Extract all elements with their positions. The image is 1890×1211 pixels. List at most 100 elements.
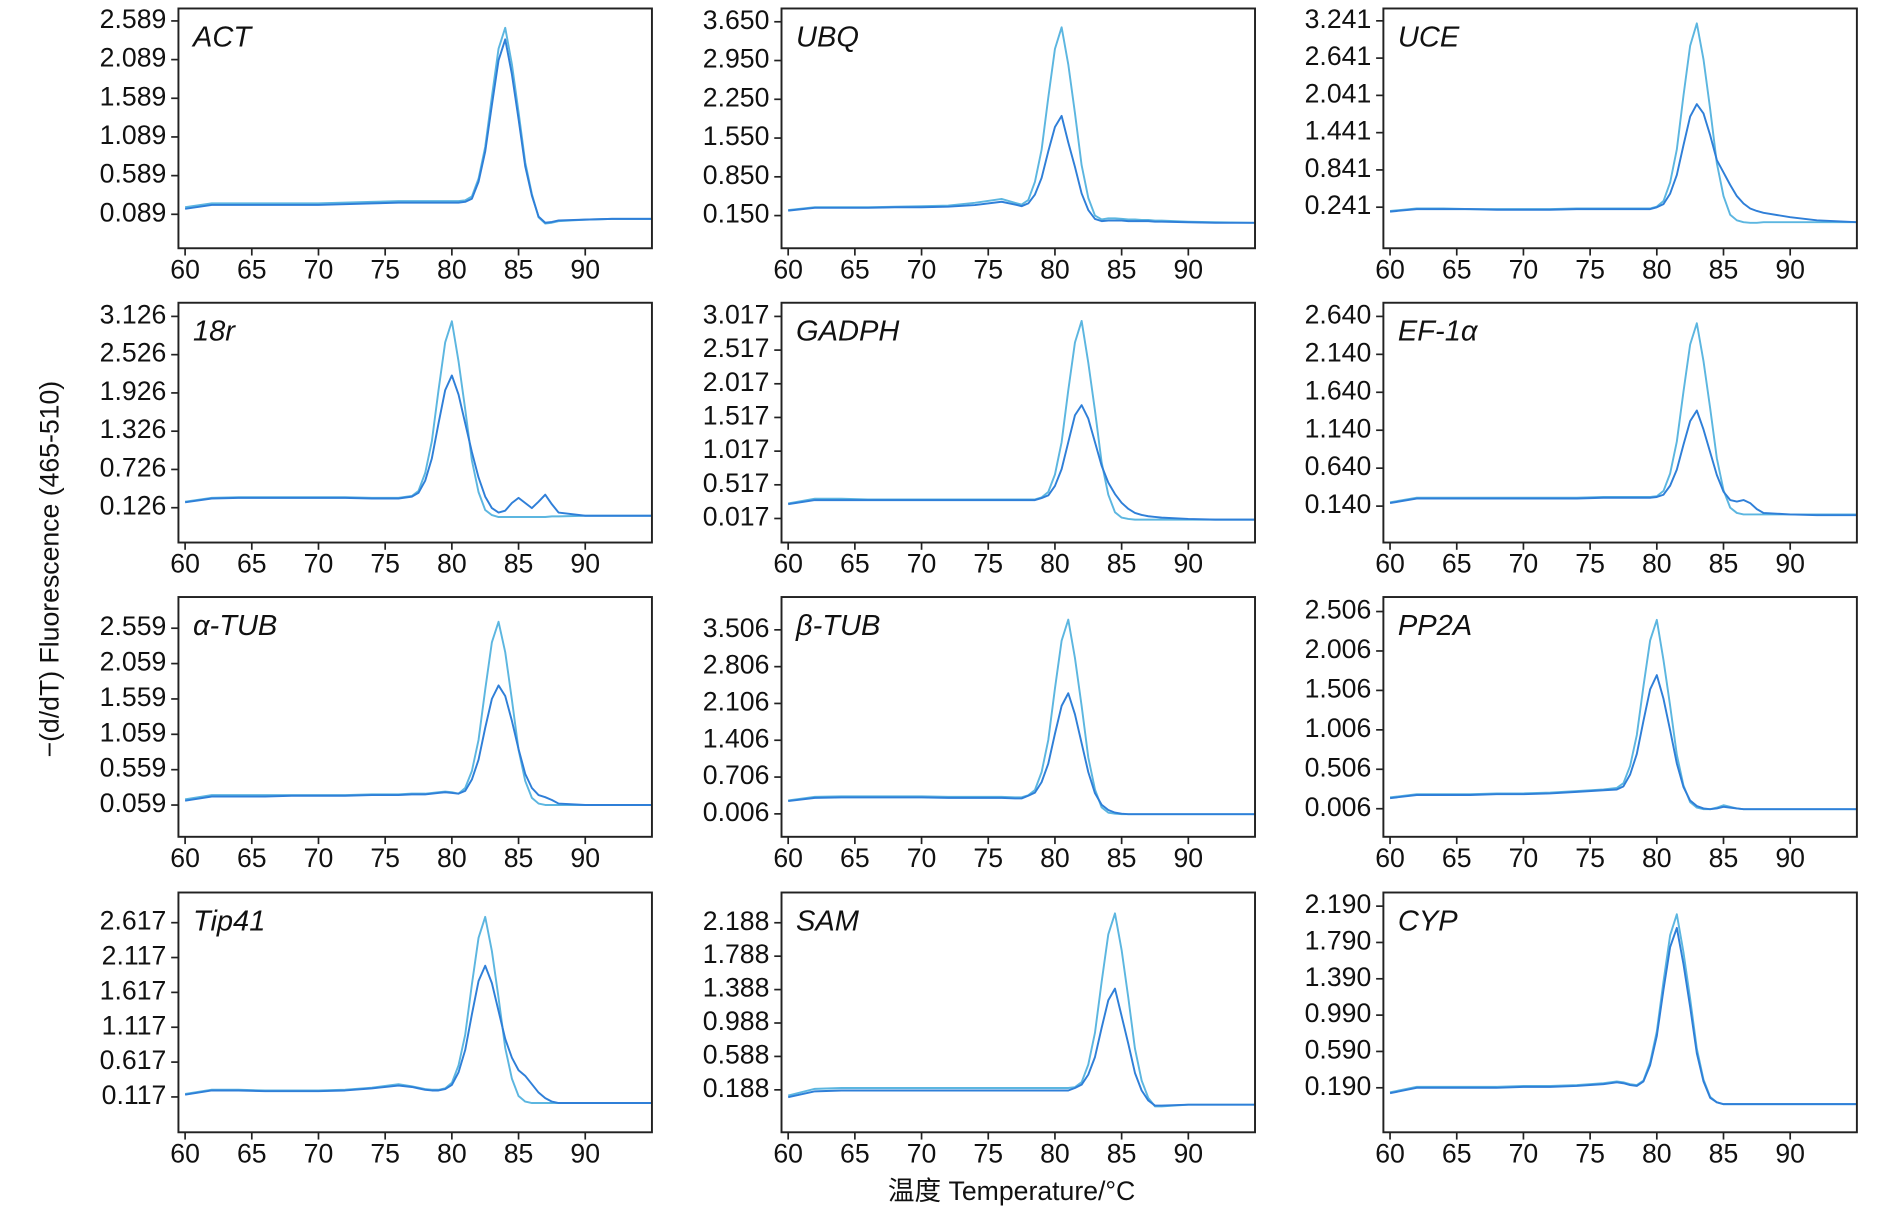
panel-title: α-TUB [193,610,277,642]
y-tick-label: 1.390 [1305,962,1372,992]
x-tick-label: 80 [437,1138,467,1168]
melt-curve [788,404,1256,521]
plot-frame [1382,596,1858,838]
x-tick-label: 70 [907,549,937,579]
x-tick-label: 60 [170,549,200,579]
x-tick-label: 65 [840,1138,870,1168]
y-tick-label: 1.388 [703,973,770,1003]
y-tick-label: 0.117 [102,1080,167,1110]
y-tick-label: 0.588 [703,1039,770,1069]
y-tick-label: 1.559 [100,682,167,712]
x-tick-label: 75 [370,549,400,579]
curves [184,915,652,1104]
y-tick-label: 2.617 [100,906,167,936]
x-tick-label: 65 [1442,549,1472,579]
melt-curve [1389,322,1857,516]
x-tick-label: 90 [1174,843,1204,873]
y-tick-label: 1.059 [100,717,167,747]
x-tick-label: 80 [1040,254,1070,284]
y-tick-label: 1.550 [703,121,770,151]
curves [788,618,1256,816]
melt-curve [184,964,652,1104]
x-tick-label: 60 [773,1138,803,1168]
x-tick-label: 75 [973,1138,1003,1168]
y-tick-label: 0.640 [1305,451,1372,481]
melt-curve [1389,913,1857,1106]
y-tick-label: 2.059 [100,647,167,677]
y-tick-label: 2.041 [1305,78,1372,108]
x-tick-label: 80 [1642,843,1672,873]
curves [787,912,1256,1108]
melt-curve [184,320,652,518]
panel: CYP 0.190 0.590 0.990 1.390 1.790 2.190 60 65 70 7… [1305,889,1858,1168]
x-tick-label: 85 [1107,254,1137,284]
curves [1389,322,1857,517]
x-tick-label: 80 [1642,549,1672,579]
y-tick-label: 2.526 [100,338,167,368]
y-tick-label: 1.326 [100,414,167,444]
melt-curve [788,319,1256,521]
y-tick-label: 1.589 [100,81,167,111]
melt-curve [788,114,1256,224]
y-tick-label: 3.126 [100,299,167,329]
x-tick-label: 85 [504,843,534,873]
y-tick-label: 1.006 [1305,713,1372,743]
x-tick-label: 70 [907,254,937,284]
x-tick-label: 60 [773,549,803,579]
y-tick-label: 1.506 [1305,673,1372,703]
x-tick-label: 75 [370,254,400,284]
x-tick-label: 65 [1442,1138,1472,1168]
y-tick-label: 3.650 [703,5,770,35]
y-tick-label: 2.506 [1305,595,1372,625]
melt-curve [1389,926,1857,1106]
x-tick-label: 85 [1709,843,1739,873]
x-tick-label: 80 [1040,1138,1070,1168]
y-tick-label: 0.559 [100,753,167,783]
panel-title: SAM [796,905,860,937]
y-tick-label: 1.089 [100,120,167,150]
x-tick-label: 60 [170,1138,200,1168]
plot-frame [780,7,1256,250]
y-tick-label: 1.617 [100,975,167,1005]
y-tick-label: 0.506 [1305,752,1372,782]
melt-curve [184,620,652,806]
curves [184,320,652,518]
x-tick-label: 80 [437,549,467,579]
x-tick-label: 90 [570,843,600,873]
x-tick-label: 65 [840,254,870,284]
y-tick-label: 3.241 [1305,4,1372,34]
y-tick-label: 0.140 [1305,489,1372,519]
melt-curve [787,987,1256,1107]
panel-title: Tip41 [193,905,265,937]
plot-frame [1382,891,1858,1134]
x-tick-label: 60 [1375,843,1405,873]
y-tick-label: 2.250 [703,82,770,112]
y-tick-label: 0.990 [1305,998,1372,1028]
panel-title: CYP [1398,905,1458,937]
melt-curve [1389,22,1857,224]
y-tick-label: 2.117 [102,941,167,971]
y-tick-label: 2.017 [703,367,770,397]
panel-title: GADPH [796,316,899,348]
x-tick-label: 85 [1107,1138,1137,1168]
melt-curve [788,692,1256,816]
y-tick-label: 1.790 [1305,925,1372,955]
y-tick-label: 1.640 [1305,375,1372,405]
x-tick-label: 60 [1375,549,1405,579]
x-tick-label: 75 [973,843,1003,873]
y-tick-label: 2.806 [703,650,770,680]
x-tick-label: 65 [237,1138,267,1168]
x-tick-label: 70 [304,843,334,873]
melt-curve [1389,618,1857,811]
x-tick-label: 85 [1709,1138,1739,1168]
x-tick-label: 80 [437,254,467,284]
y-tick-label: 1.441 [1305,116,1372,146]
x-tick-label: 90 [1775,1138,1805,1168]
x-tick-label: 60 [773,254,803,284]
y-tick-label: 0.241 [1305,190,1372,220]
panel: α-TUB 0.059 0.559 1.059 1.559 2.059 2.559 60 65 7… [100,596,653,873]
x-tick-label: 70 [1509,549,1539,579]
y-tick-label: 0.006 [1305,792,1372,822]
curves [184,620,652,806]
